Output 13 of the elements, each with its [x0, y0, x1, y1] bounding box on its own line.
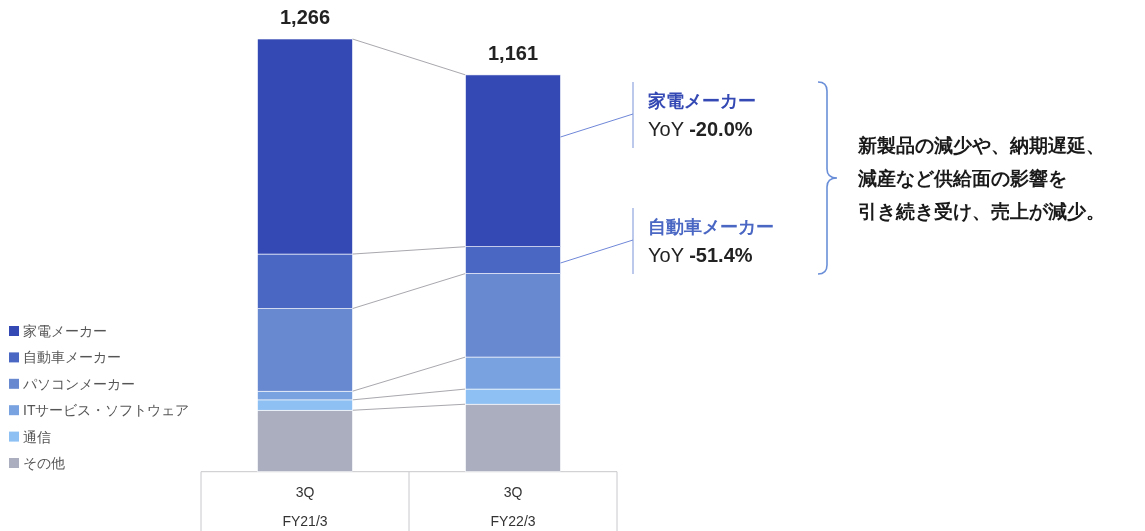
legend-label: 自動車メーカー — [23, 349, 121, 366]
text: 新製品の減少や、納期遅延、減産など供給面の影響を引き続き受け、売上が減少。 — [857, 135, 1105, 222]
x-tick-label: 3Q FY22/3 — [490, 484, 536, 529]
legend-label: ITサービス・ソフトウェア — [23, 402, 190, 419]
annotation: 1,161 — [487, 41, 539, 64]
text: 家電メーカー YoY -20.0% — [647, 91, 756, 140]
text: 自動車メーカー YoY -51.4% — [648, 217, 774, 266]
legend-label: パソコンメーカー — [22, 375, 135, 392]
legend-label: 家電メーカー — [23, 323, 107, 339]
legend-label: その他 — [23, 455, 65, 471]
annotation: 1,266 — [279, 6, 331, 28]
x-tick-label: 3Q FY21/3 — [282, 484, 328, 529]
legend-label: 通信 — [23, 428, 51, 445]
